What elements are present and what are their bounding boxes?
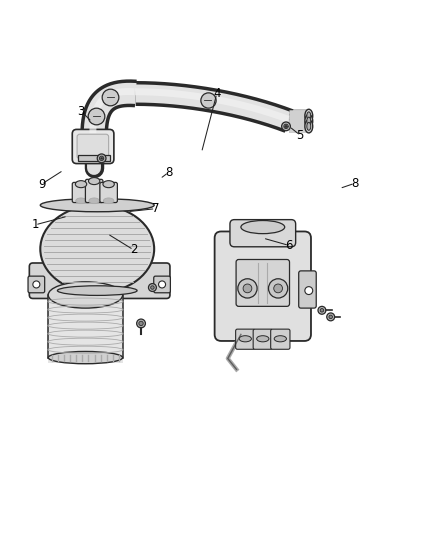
Bar	[78, 155, 110, 161]
Circle shape	[268, 279, 288, 298]
Circle shape	[305, 287, 313, 295]
Circle shape	[137, 319, 145, 328]
Circle shape	[99, 156, 104, 160]
Ellipse shape	[40, 199, 154, 212]
Ellipse shape	[40, 205, 154, 293]
Bar	[48, 295, 123, 363]
Circle shape	[159, 281, 166, 288]
Ellipse shape	[241, 221, 285, 233]
Ellipse shape	[305, 120, 313, 133]
Circle shape	[320, 309, 324, 312]
Circle shape	[327, 313, 335, 321]
FancyBboxPatch shape	[154, 276, 170, 293]
Circle shape	[148, 284, 156, 292]
FancyBboxPatch shape	[28, 276, 45, 293]
Circle shape	[33, 281, 40, 288]
Ellipse shape	[89, 198, 99, 204]
Circle shape	[274, 284, 283, 293]
FancyBboxPatch shape	[271, 329, 290, 349]
FancyBboxPatch shape	[253, 329, 272, 349]
Circle shape	[318, 306, 326, 314]
Ellipse shape	[88, 177, 100, 184]
Ellipse shape	[307, 123, 311, 130]
FancyBboxPatch shape	[236, 329, 255, 349]
Ellipse shape	[48, 282, 123, 308]
FancyBboxPatch shape	[215, 231, 311, 341]
Text: 5: 5	[297, 128, 304, 142]
Circle shape	[282, 122, 290, 131]
Text: 4: 4	[213, 87, 221, 100]
Ellipse shape	[48, 351, 123, 364]
Text: 9: 9	[38, 177, 46, 191]
FancyBboxPatch shape	[72, 130, 114, 164]
Ellipse shape	[76, 198, 86, 204]
Circle shape	[139, 321, 143, 326]
Circle shape	[238, 279, 257, 298]
Ellipse shape	[307, 112, 311, 120]
Text: 7: 7	[152, 202, 159, 215]
Text: 8: 8	[351, 177, 358, 190]
Circle shape	[97, 154, 106, 163]
Text: 6: 6	[285, 239, 293, 252]
FancyBboxPatch shape	[29, 263, 170, 298]
Ellipse shape	[57, 286, 137, 295]
Ellipse shape	[103, 181, 114, 188]
Text: 8: 8	[165, 166, 172, 179]
Ellipse shape	[257, 336, 269, 342]
Text: 2: 2	[130, 244, 138, 256]
Ellipse shape	[103, 198, 114, 204]
FancyBboxPatch shape	[236, 260, 290, 306]
FancyBboxPatch shape	[100, 182, 117, 203]
Circle shape	[284, 124, 288, 128]
Ellipse shape	[75, 181, 87, 188]
FancyBboxPatch shape	[85, 179, 103, 203]
Ellipse shape	[274, 336, 286, 342]
Circle shape	[329, 315, 332, 319]
FancyBboxPatch shape	[77, 134, 109, 159]
Circle shape	[243, 284, 252, 293]
Ellipse shape	[305, 115, 313, 128]
Ellipse shape	[305, 109, 313, 123]
Text: 3: 3	[78, 104, 85, 117]
FancyBboxPatch shape	[299, 271, 316, 308]
Text: 1: 1	[31, 219, 39, 231]
Ellipse shape	[307, 117, 311, 125]
FancyBboxPatch shape	[230, 220, 296, 247]
Circle shape	[151, 286, 154, 289]
FancyBboxPatch shape	[72, 182, 90, 203]
Ellipse shape	[239, 336, 251, 342]
